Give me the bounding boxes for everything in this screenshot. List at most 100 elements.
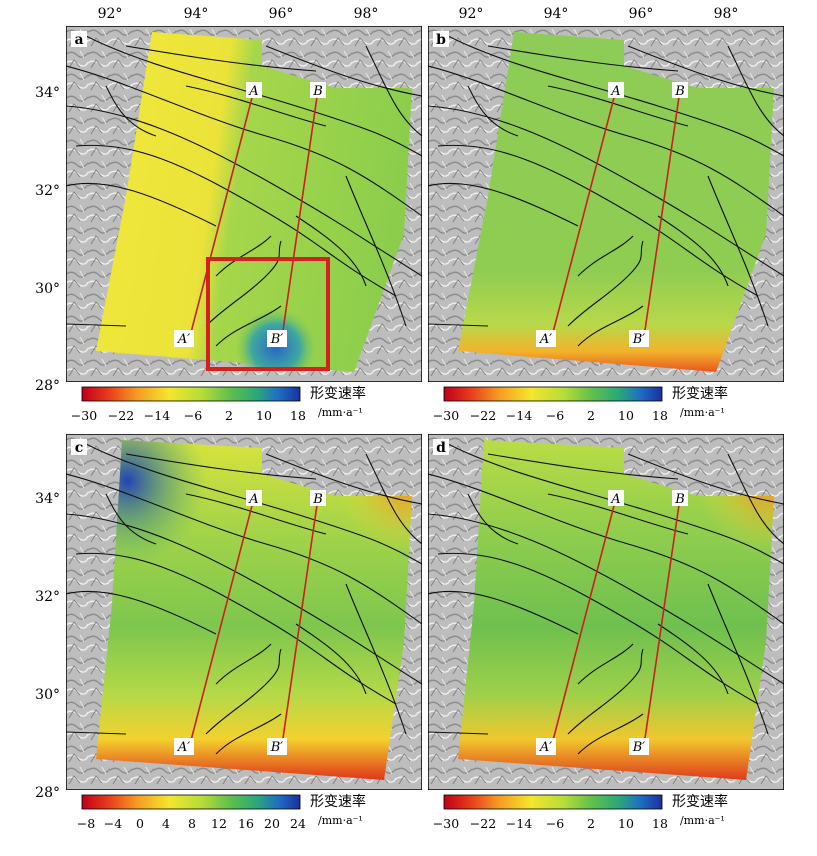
panel-a: a A B A′ B′ 形变速率 /mm·a⁻¹ −30 −22 −14 −6 …	[66, 26, 422, 425]
legend-tick: 2	[587, 408, 595, 423]
lat-tick: 30°	[35, 281, 60, 297]
deformation-field	[96, 32, 412, 372]
lon-tick: 98°	[354, 6, 379, 22]
latitude-axis-top: 34° 32° 30° 28°	[35, 85, 60, 394]
profile-label-b-prime: B′	[270, 332, 284, 347]
profile-line-b	[642, 497, 681, 753]
profile-label-b: B	[674, 84, 685, 99]
legend-tick: 24	[290, 816, 306, 831]
legend-tick: −4	[104, 816, 122, 831]
profile-line-b	[642, 89, 681, 345]
panel-letter-bg	[71, 31, 87, 47]
lon-tick: 96°	[629, 6, 654, 22]
legend-tick: −14	[506, 816, 532, 831]
profile-label-a: A	[610, 84, 620, 99]
colorbar-ramp	[443, 794, 663, 810]
lat-tick: 34°	[35, 491, 60, 507]
profile-label-b-prime: B′	[632, 740, 646, 755]
top-longitude-axis-right: 92° 94° 96° 98°	[459, 6, 739, 22]
highlight-box	[206, 257, 330, 371]
profile-labels: A B A′ B′	[536, 82, 688, 347]
legend-tick: 2	[587, 816, 595, 831]
legend-tick: −6	[546, 816, 564, 831]
panel-b: b A B A′ B′ 形变速率 /mm·a⁻¹ −30 −22 −14 −6 …	[428, 26, 784, 425]
legend-tick: −22	[470, 816, 496, 831]
lat-tick: 30°	[35, 687, 60, 703]
legend-tick: −6	[184, 408, 202, 423]
legend-tick: 8	[188, 816, 196, 831]
legend-tick: 0	[136, 816, 144, 831]
colorbar-legend: 形变速率 /mm·a⁻¹ −30 −22 −14 −6 2 10 18	[70, 383, 418, 425]
panel-letter: a	[74, 32, 83, 48]
panel-letter: d	[436, 440, 446, 456]
profile-label-b-prime: B′	[270, 740, 284, 755]
profile-label-a: A	[610, 492, 620, 507]
deformation-field-blue-lobe	[212, 258, 328, 370]
legend-ticks: −30 −22 −14 −6 2 10 18	[433, 408, 668, 423]
legend-tick: 18	[290, 408, 306, 423]
panel-letter: b	[436, 32, 446, 48]
legend-title: 形变速率	[310, 385, 366, 402]
profile-labels: A B A′ B′	[174, 490, 326, 755]
colorbar-legend: 形变速率 /mm·a⁻¹ −30 −22 −14 −6 2 10 18	[432, 383, 780, 425]
colorbar-ramp	[81, 794, 301, 810]
deformation-field	[458, 32, 774, 372]
profile-line-a	[187, 497, 255, 753]
legend-tick: 10	[618, 816, 634, 831]
panel-c: c A B A′ B′ 形变速率 /mm·a⁻¹ −8 −4 0 4 8 12 …	[66, 434, 422, 833]
profile-line-b	[280, 89, 319, 345]
legend-tick: −22	[108, 408, 134, 423]
legend-tick: −30	[433, 408, 459, 423]
lon-tick: 92°	[459, 6, 484, 22]
legend-tick: −6	[546, 408, 564, 423]
legend-tick: 20	[264, 816, 280, 831]
lat-tick: 32°	[35, 183, 60, 199]
profile-label-a-prime: A′	[177, 332, 190, 347]
profile-line-a	[187, 89, 255, 345]
lon-tick: 96°	[269, 6, 294, 22]
lon-tick: 98°	[714, 6, 739, 22]
legend-tick: 2	[225, 408, 233, 423]
colorbar-legend: 形变速率 /mm·a⁻¹ −30 −22 −14 −6 2 10 18	[432, 791, 780, 833]
latitude-axis-bottom: 34° 32° 30° 28°	[35, 491, 60, 801]
lon-tick: 92°	[98, 6, 123, 22]
legend-title: 形变速率	[672, 793, 728, 810]
legend-tick: −30	[433, 816, 459, 831]
profile-label-b-prime: B′	[632, 332, 646, 347]
lon-tick: 94°	[544, 6, 569, 22]
lon-tick: 94°	[184, 6, 209, 22]
top-longitude-axis-left: 92° 94° 96° 98°	[98, 6, 379, 22]
lat-tick: 28°	[35, 785, 60, 801]
legend-tick: 18	[652, 816, 668, 831]
legend-tick: 4	[162, 816, 170, 831]
panel-letter: c	[75, 440, 84, 456]
legend-tick: 16	[238, 816, 254, 831]
deformation-field-orange-lobe	[96, 440, 412, 780]
legend-unit: /mm·a⁻¹	[680, 814, 725, 827]
profile-label-b: B	[674, 492, 685, 507]
profile-labels: A B A′ B′	[174, 82, 326, 347]
legend-unit: /mm·a⁻¹	[680, 406, 725, 419]
profile-line-a	[549, 89, 617, 345]
legend-unit: /mm·a⁻¹	[318, 406, 363, 419]
profile-label-a-prime: A′	[539, 332, 552, 347]
colorbar-ramp	[443, 386, 663, 402]
legend-tick: −22	[470, 408, 496, 423]
legend-tick: 10	[256, 408, 272, 423]
legend-ticks: −30 −22 −14 −6 2 10 18	[71, 408, 306, 423]
legend-tick: −30	[71, 408, 97, 423]
profile-label-a-prime: A′	[177, 740, 190, 755]
profile-labels: A B A′ B′	[536, 490, 688, 755]
profile-label-a-prime: A′	[539, 740, 552, 755]
profile-label-a: A	[248, 492, 258, 507]
profile-line-a	[549, 497, 617, 753]
lat-tick: 32°	[35, 589, 60, 605]
profile-label-a: A	[248, 84, 258, 99]
colorbar-ramp	[81, 386, 301, 402]
deformation-field-orange-lobe	[458, 440, 774, 780]
legend-title: 形变速率	[310, 793, 366, 810]
legend-tick: 18	[652, 408, 668, 423]
legend-tick: 10	[618, 408, 634, 423]
legend-ticks: −8 −4 0 4 8 12 16 20 24	[77, 816, 306, 831]
